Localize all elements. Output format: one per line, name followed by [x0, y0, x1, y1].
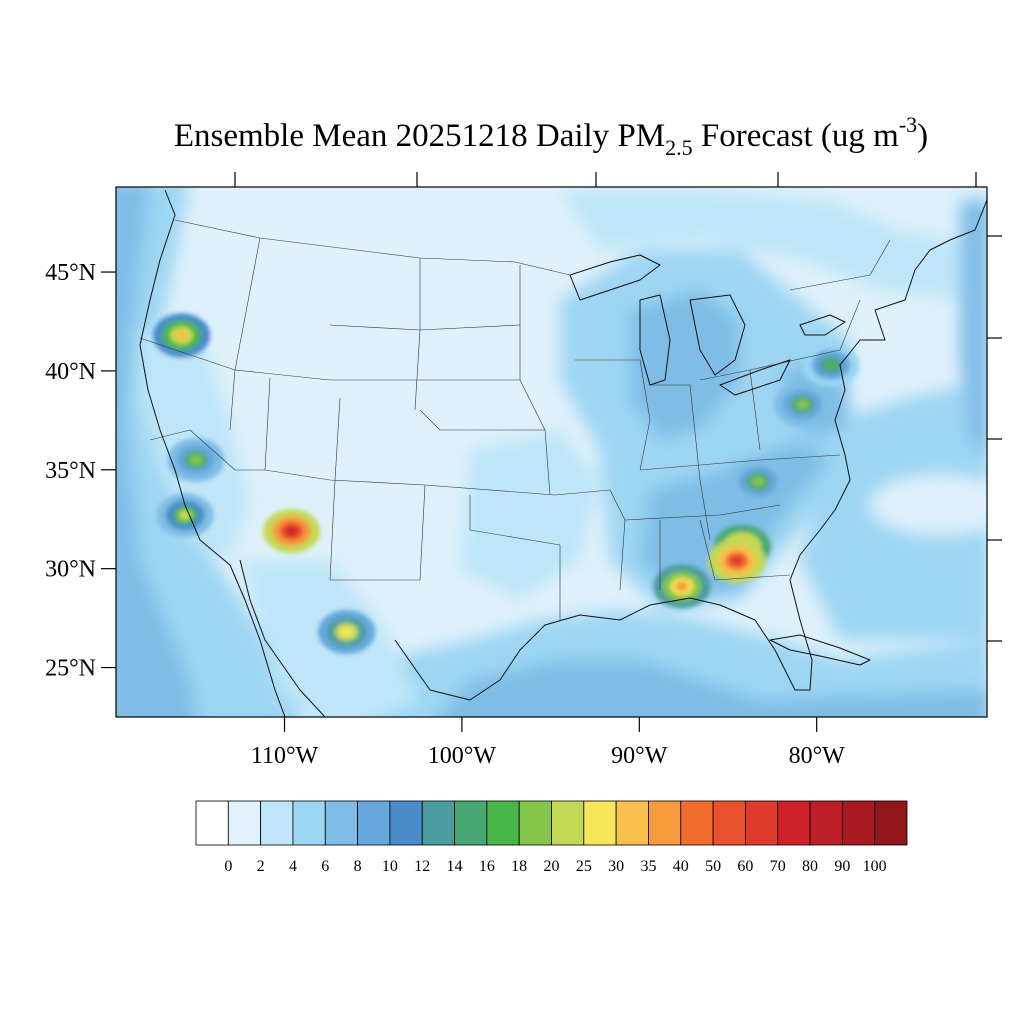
lon-tick-label: 110°W	[251, 743, 319, 769]
hotspots	[153, 313, 860, 654]
lat-tick-label: 30°N	[45, 557, 96, 583]
colorbar-label: 60	[737, 858, 753, 875]
colorbar-label: 20	[544, 858, 560, 875]
colorbar-label: 14	[447, 858, 463, 875]
lat-tick-label: 35°N	[45, 458, 96, 484]
colorbar-label: 12	[414, 858, 430, 875]
colorbar-bin	[745, 800, 779, 846]
colorbar-label: 90	[834, 858, 850, 875]
hotspot	[802, 342, 860, 387]
colorbar-bin	[357, 800, 391, 846]
hotspot	[773, 382, 832, 427]
colorbar-bin	[712, 800, 746, 846]
latitude-axis: 45°N 40°N 35°N 30°N 25°N	[45, 260, 116, 682]
colorbar-bin	[486, 800, 520, 846]
colorbar-bin	[389, 800, 423, 846]
longitude-axis: 110°W 100°W 90°W 80°W	[251, 717, 845, 769]
colorbar-label: 35	[640, 858, 656, 875]
colorbar-bin	[615, 800, 649, 846]
hotspot	[318, 609, 376, 654]
colorbar-bin	[648, 800, 682, 846]
colorbar-label: 40	[673, 858, 689, 875]
colorbar-label: 18	[511, 858, 527, 875]
colorbar-bin	[195, 800, 229, 846]
colorbar-bin	[777, 800, 811, 846]
lat-tick-label: 40°N	[45, 359, 96, 385]
colorbar-label: 25	[576, 858, 592, 875]
hotspot	[156, 493, 214, 538]
colorbar-bin	[551, 800, 585, 846]
map-frame	[115, 186, 988, 718]
colorbar-label: 2	[257, 858, 265, 875]
map-title: Ensemble Mean 20251218 Daily PM2.5 Forec…	[174, 112, 928, 160]
right-axis-ticks	[987, 235, 1002, 642]
colorbar-labels: 0 2 4 6 8 10 12 14 16 18 20 25 30 35 40 50 60 70 80 90 100	[224, 858, 886, 875]
colorbar-label: 8	[354, 858, 362, 875]
colorbar-label: 4	[289, 858, 297, 875]
colorbar-bin	[809, 800, 843, 846]
lon-tick-label: 90°W	[611, 743, 668, 769]
state-boundaries	[139, 219, 891, 620]
lat-tick-label: 25°N	[45, 656, 96, 682]
lat-tick-label: 45°N	[45, 260, 96, 286]
colorbar-label: 16	[479, 858, 495, 875]
top-axis-ticks	[234, 172, 977, 187]
map-area	[116, 187, 987, 717]
colorbar-bin	[260, 800, 294, 846]
colorbar-label: 80	[802, 858, 818, 875]
hotspot	[167, 437, 225, 482]
colorbar-bin	[874, 800, 908, 846]
colorbar-label: 6	[321, 858, 329, 875]
colorbar-bin	[292, 800, 326, 846]
colorbar-label: 30	[608, 858, 624, 875]
hotspot	[729, 459, 787, 504]
colorbar	[195, 800, 908, 846]
hotspot	[708, 538, 766, 583]
colorbar-bin	[454, 800, 488, 846]
coastlines	[139, 189, 987, 717]
colorbar-bin	[518, 800, 552, 846]
colorbar-bin	[227, 800, 262, 846]
colorbar-bin	[680, 800, 714, 846]
colorbar-label: 10	[382, 858, 398, 875]
concentration-field	[116, 187, 987, 717]
hotspot	[653, 564, 711, 609]
colorbar-bin	[841, 800, 876, 846]
colorbar-label: 50	[705, 858, 721, 875]
lon-tick-label: 80°W	[789, 743, 846, 769]
colorbar-label: 100	[863, 858, 887, 875]
colorbar-bin	[324, 800, 358, 846]
hotspot	[263, 509, 321, 554]
colorbar-label: 0	[224, 858, 232, 875]
lon-tick-label: 100°W	[428, 743, 497, 769]
colorbar-label: 70	[770, 858, 786, 875]
hotspot	[153, 313, 211, 358]
colorbar-bin	[421, 800, 455, 846]
colorbar-bin	[583, 800, 617, 846]
